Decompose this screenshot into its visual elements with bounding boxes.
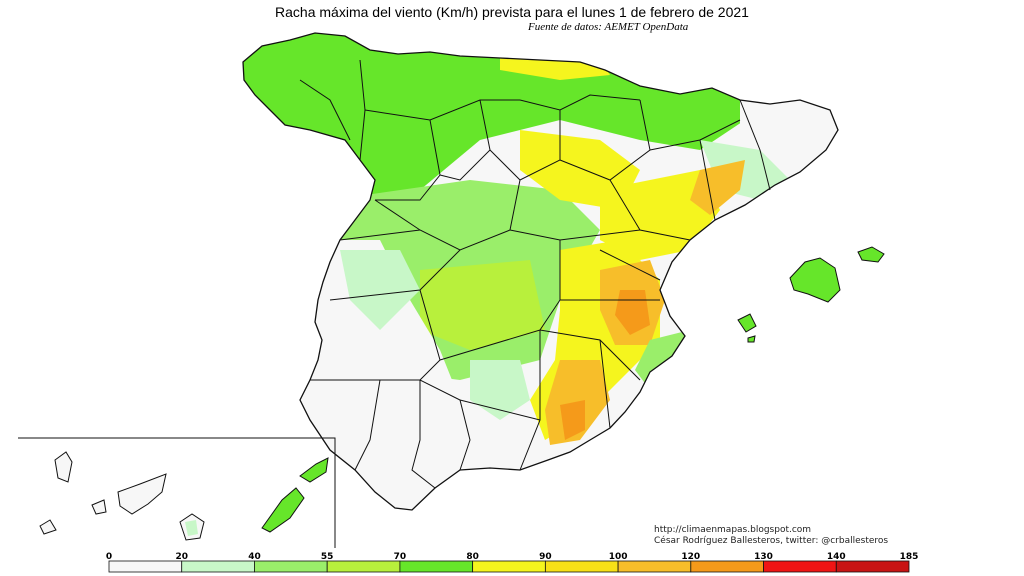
legend-tick-label: 0 xyxy=(106,552,112,562)
legend-tick-label: 100 xyxy=(609,552,628,562)
balearic-islands xyxy=(737,246,885,343)
legend-tick-label: 55 xyxy=(321,552,334,562)
credit-author: César Rodríguez Ballesteros, twitter: @c… xyxy=(654,536,889,546)
legend-tick-label: 70 xyxy=(394,552,407,562)
legend-tick-label: 130 xyxy=(754,552,773,562)
legend-tick-label: 20 xyxy=(175,552,188,562)
legend-swatch xyxy=(108,560,183,573)
legend-swatch xyxy=(254,560,328,573)
province-borders xyxy=(242,32,839,511)
legend-swatch xyxy=(617,560,692,573)
legend-swatch xyxy=(763,560,837,573)
legend-swatch xyxy=(472,560,546,573)
legend-tick-label: 120 xyxy=(681,552,700,562)
legend-swatch xyxy=(835,560,910,573)
wind-legend: 0 20 40 55 70 80 90 100 120 130 140 185 xyxy=(106,552,919,573)
legend-swatch xyxy=(399,560,474,573)
canary-inset xyxy=(18,437,336,548)
legend-tick-label: 40 xyxy=(248,552,261,562)
legend-swatch xyxy=(181,560,255,573)
legend-tick-label: 90 xyxy=(539,552,552,562)
map-title: Racha máxima del viento (Km/h) prevista … xyxy=(275,4,749,20)
legend-swatch xyxy=(544,560,619,573)
legend-tick-label: 185 xyxy=(900,552,919,562)
spain-wind-map xyxy=(18,32,885,548)
legend-tick-label: 80 xyxy=(466,552,479,562)
legend-swatch xyxy=(326,560,401,573)
legend-tick-label: 140 xyxy=(827,552,846,562)
credit-blog: http://climaenmapas.blogspot.com xyxy=(654,525,812,535)
map-subtitle: Fuente de datos: AEMET OpenData xyxy=(528,21,689,33)
legend-swatch xyxy=(690,560,764,573)
